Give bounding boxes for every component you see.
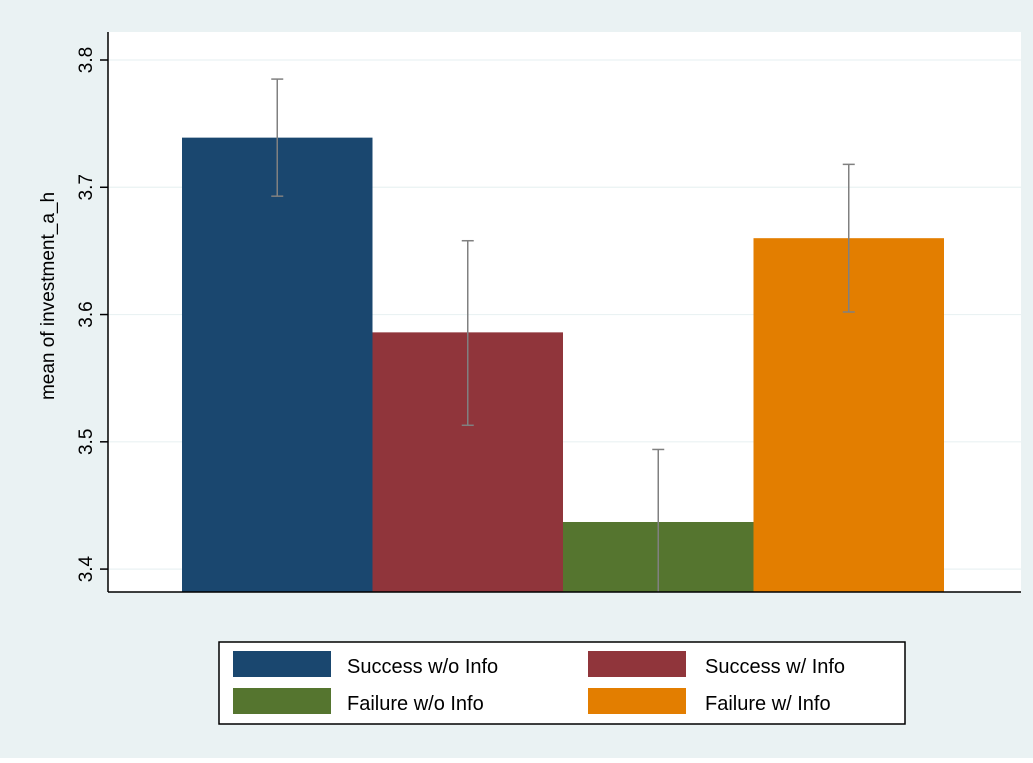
legend-box (218, 641, 906, 725)
y-tick-label: 3.8 (76, 47, 97, 73)
bars (182, 137, 944, 593)
legend: Success w/o Info Success w/ Info Failure w… (218, 641, 906, 725)
y-axis: 3.4 3.5 3.6 3.7 3.8 (76, 32, 1021, 593)
legend-swatch (233, 651, 331, 677)
legend-label: Failure w/o Info (347, 693, 484, 715)
y-tick-label: 3.5 (76, 429, 97, 455)
legend-label: Failure w/ Info (705, 693, 831, 715)
legend-swatch (588, 688, 686, 714)
y-tick-label: 3.7 (76, 174, 97, 200)
legend-label: Success w/ Info (705, 656, 845, 678)
legend-label: Success w/o Info (347, 656, 498, 678)
bar (182, 137, 373, 593)
y-tick-label: 3.4 (76, 555, 97, 582)
legend-swatch (588, 651, 686, 677)
legend-swatch (233, 688, 331, 714)
y-tick-label: 3.6 (76, 301, 97, 327)
y-axis-label: mean of investment_a_h (38, 192, 59, 400)
error-bars (271, 78, 855, 592)
